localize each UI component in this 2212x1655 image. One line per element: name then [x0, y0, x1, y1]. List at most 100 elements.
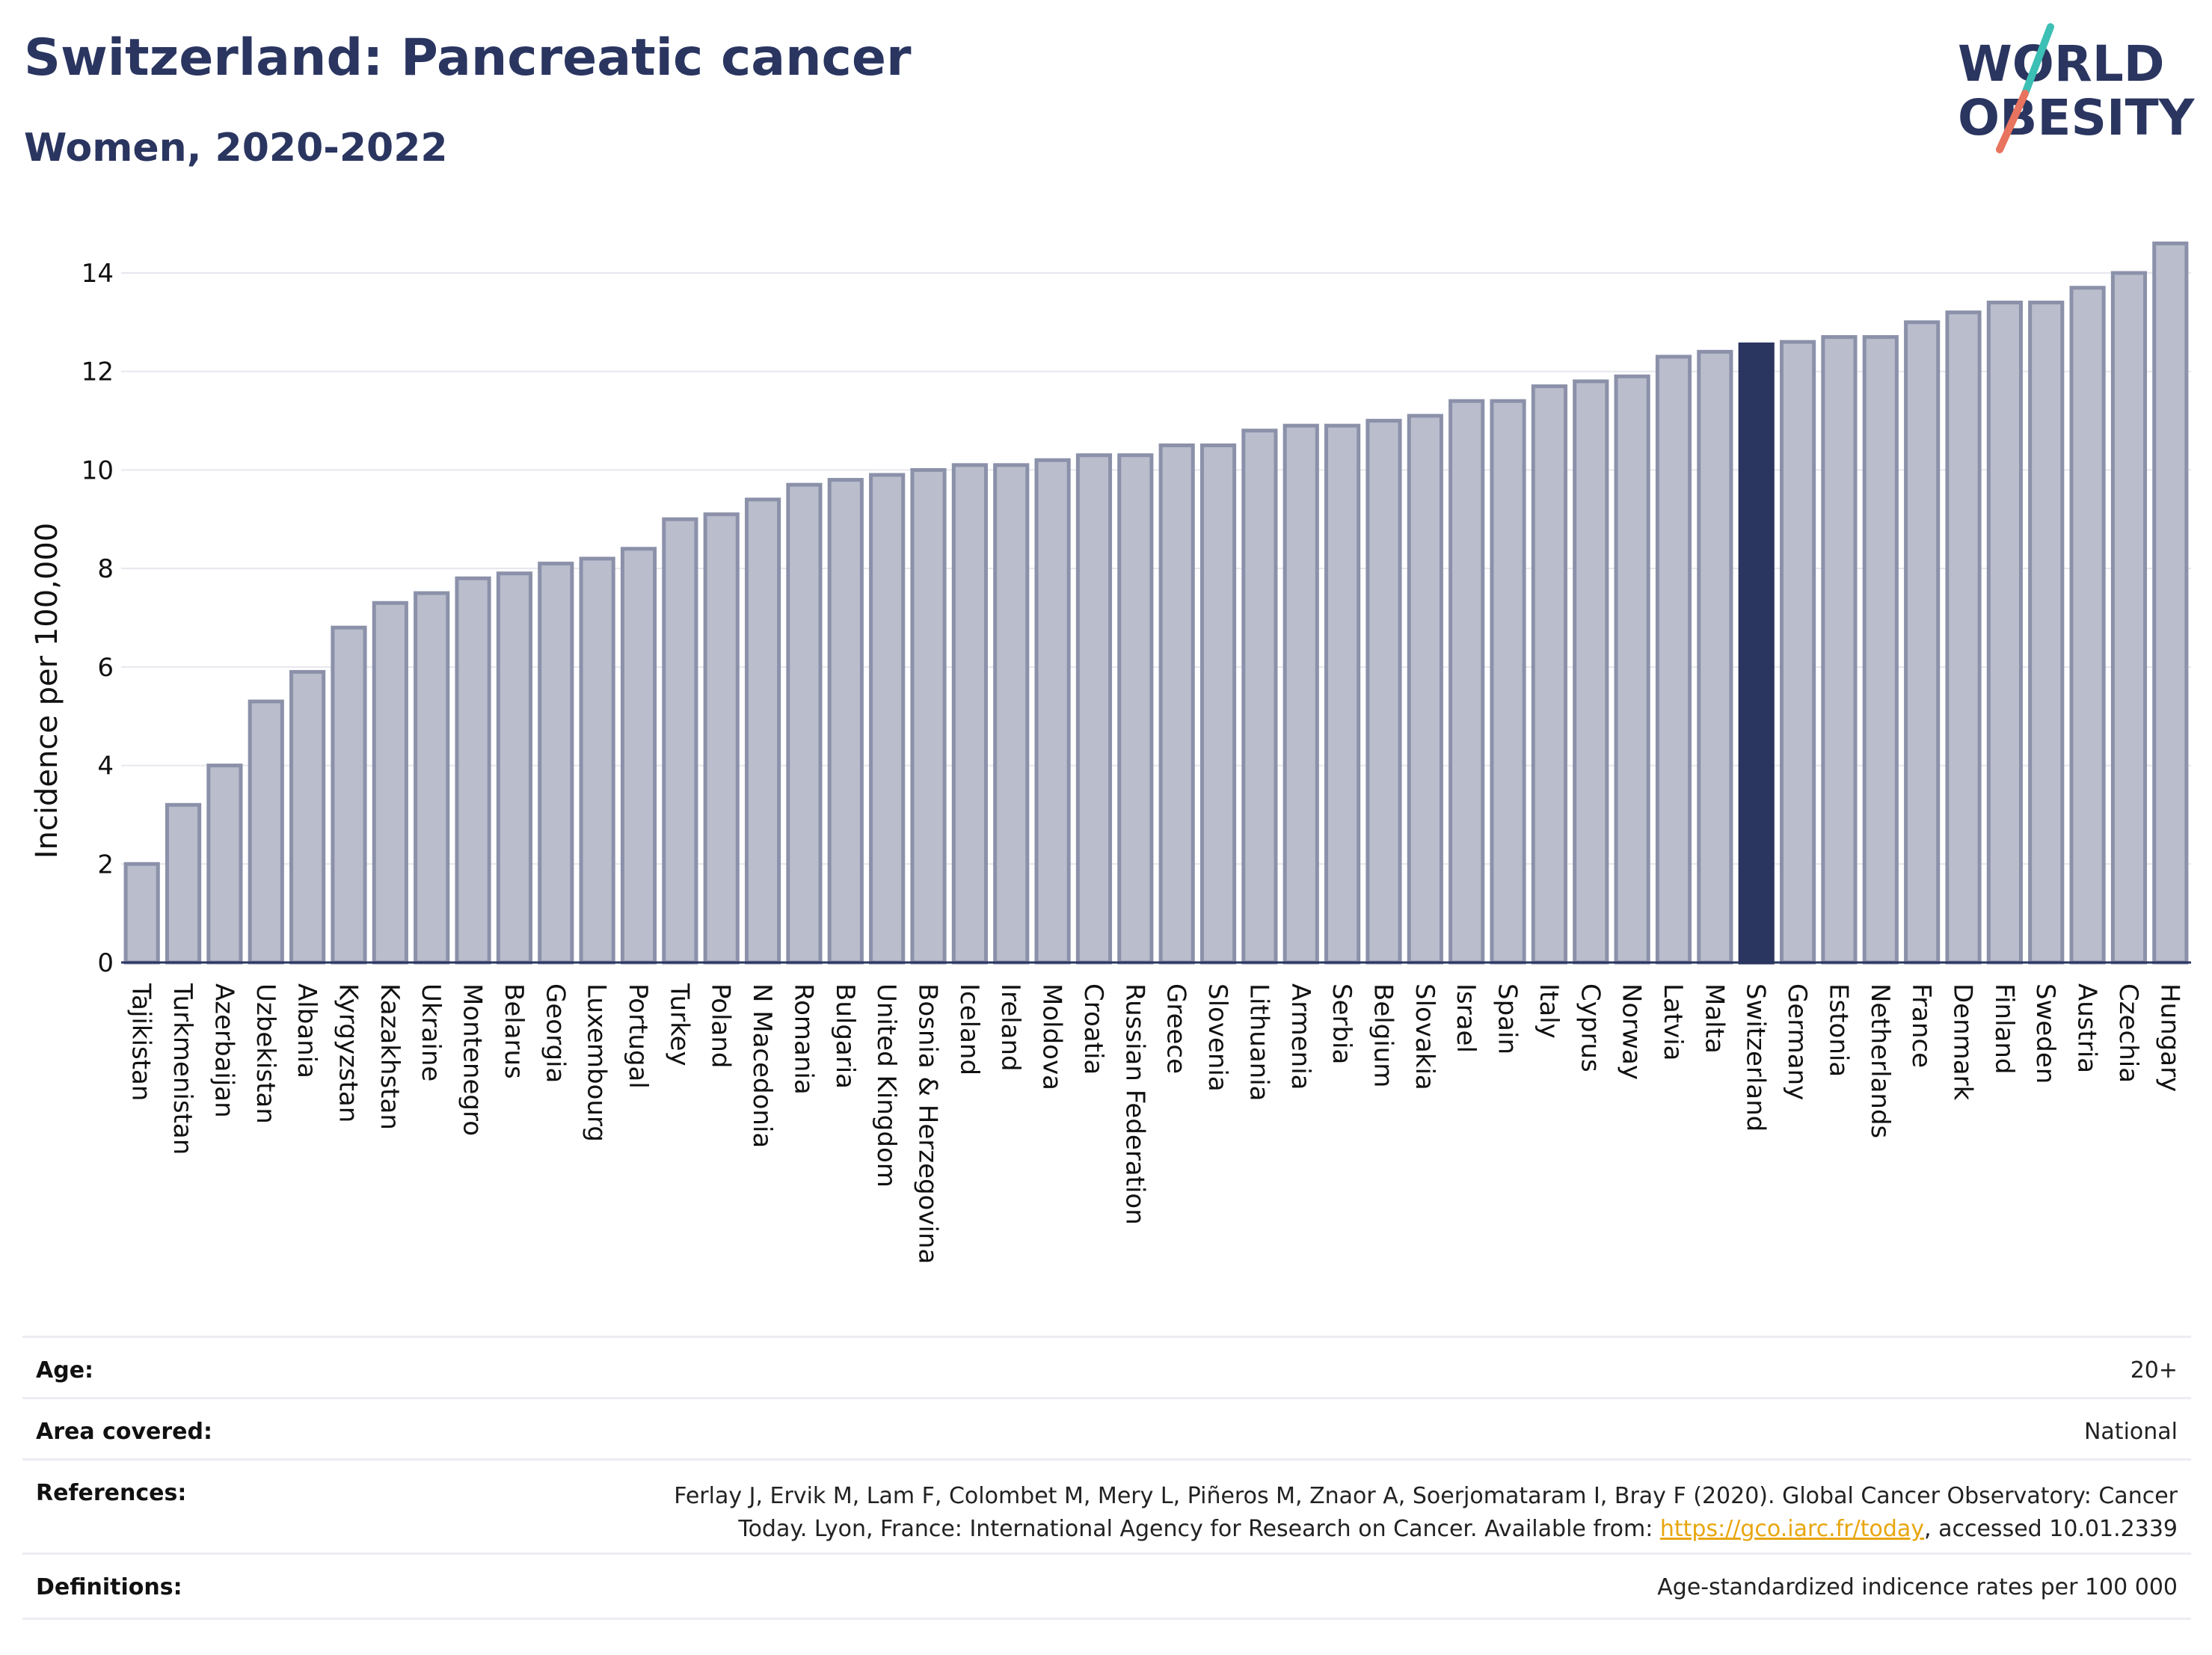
- references-line-2-pre: Today. Lyon, France: International Agenc…: [738, 1516, 1660, 1542]
- x-tick-label: Latvia: [1658, 983, 1688, 1061]
- y-tick-label: 14: [82, 259, 114, 289]
- bar: [910, 467, 947, 965]
- bar: [1282, 423, 1319, 965]
- x-tick-label: Sweden: [2030, 983, 2060, 1084]
- x-tick-label: United Kingdom: [871, 983, 901, 1188]
- meta-row-definitions: Definitions: Age-standardized indicence …: [22, 1553, 2191, 1620]
- bar: [744, 497, 781, 965]
- logo-line1: WORLD: [1958, 35, 2165, 93]
- references-line-2-post: , accessed 10.01.2339: [1924, 1516, 2178, 1542]
- x-tick-label: Slovakia: [1410, 983, 1440, 1090]
- x-tick-label: Croatia: [1078, 983, 1108, 1075]
- bar: [2069, 286, 2106, 965]
- x-tick-label: Denmark: [1948, 983, 1978, 1101]
- x-tick-label: Romania: [788, 983, 818, 1095]
- x-tick-label: Spain: [1493, 983, 1523, 1054]
- bar: [206, 764, 243, 965]
- bar: [1986, 301, 2023, 965]
- x-tick-label: Cyprus: [1575, 983, 1605, 1072]
- x-tick-label: Hungary: [2154, 983, 2184, 1092]
- x-tick-label: France: [1906, 983, 1936, 1068]
- x-tick-label: Poland: [706, 983, 736, 1069]
- x-tick-label: Italy: [1534, 983, 1564, 1039]
- x-tick-label: Czechia: [2113, 983, 2143, 1083]
- bar: [1075, 453, 1113, 965]
- x-tick-label: Belarus: [499, 983, 529, 1079]
- bar: [1324, 423, 1361, 965]
- meta-row-references: References: Ferlay J, Ervik M, Lam F, Co…: [22, 1458, 2191, 1555]
- bar: [1821, 335, 1858, 965]
- bar: [2028, 301, 2065, 965]
- bar: [455, 576, 491, 965]
- y-tick-label: 6: [97, 653, 114, 683]
- x-tick-label: Tajikistan: [126, 983, 156, 1101]
- x-tick-label: Moldova: [1037, 983, 1067, 1090]
- x-tick-label: Azerbaijan: [209, 983, 239, 1118]
- x-tick-label: Luxembourg: [582, 983, 612, 1142]
- bar: [1738, 342, 1775, 965]
- logo-accent-coral: [1996, 90, 2029, 153]
- bar: [1117, 453, 1154, 965]
- area-label: Area covered:: [36, 1419, 212, 1445]
- age-value: 20+: [2130, 1357, 2178, 1384]
- y-tick-label: 12: [82, 357, 114, 387]
- bar: [538, 562, 574, 965]
- bar: [620, 547, 657, 965]
- bar: [1158, 443, 1195, 965]
- y-tick-label: 4: [97, 752, 114, 782]
- definitions-label: Definitions:: [36, 1574, 182, 1600]
- x-tick-label: Greece: [1161, 983, 1191, 1074]
- x-tick-label: Netherlands: [1865, 983, 1895, 1138]
- x-tick-label: Kyrgyzstan: [333, 983, 363, 1123]
- x-tick-label: Norway: [1617, 983, 1647, 1080]
- references-label: References:: [36, 1480, 187, 1506]
- bar: [1945, 310, 1982, 965]
- bar: [248, 699, 284, 965]
- bar: [827, 478, 864, 965]
- x-tick-label: Belgium: [1368, 983, 1398, 1087]
- y-tick-label: 0: [97, 948, 114, 978]
- meta-row-age: Age: 20+: [22, 1336, 2191, 1399]
- x-tick-label: Iceland: [954, 983, 984, 1075]
- world-obesity-logo: WORLD OBESITY: [1958, 23, 2196, 153]
- x-tick-label: Turkey: [664, 983, 694, 1066]
- bar: [1199, 443, 1237, 965]
- bar: [1531, 384, 1568, 965]
- bar: [662, 517, 698, 965]
- x-tick-label: Germany: [1782, 983, 1812, 1100]
- bar: [1655, 354, 1692, 965]
- age-label: Age:: [36, 1357, 94, 1384]
- x-tick-label: Estonia: [1823, 983, 1853, 1077]
- x-tick-label: Israel: [1451, 983, 1481, 1053]
- bar: [1862, 335, 1899, 965]
- x-tick-label: Kazakhstan: [375, 983, 405, 1130]
- y-axis-label: Incidence per 100,000: [30, 523, 64, 859]
- bar: [1365, 419, 1402, 965]
- x-tick-label: Slovenia: [1202, 983, 1232, 1092]
- x-tick-label: Malta: [1699, 983, 1729, 1054]
- bar: [1034, 458, 1071, 965]
- bar: [786, 482, 823, 965]
- x-tick-label: Montenegro: [458, 983, 488, 1136]
- bar: [579, 556, 615, 965]
- bar: [1697, 349, 1733, 965]
- references-link[interactable]: https://gco.iarc.fr/today: [1659, 1516, 1925, 1542]
- x-tick-label: Bulgaria: [830, 983, 860, 1089]
- x-tick-label: Switzerland: [1741, 983, 1771, 1132]
- logo-accent-teal: [2021, 23, 2054, 97]
- bar: [414, 591, 450, 965]
- logo-line2: OBESITY: [1958, 89, 2196, 147]
- bar: [1573, 379, 1609, 965]
- x-tick-label: Uzbekistan: [251, 983, 280, 1124]
- references-line-2: Today. Lyon, France: International Agenc…: [674, 1513, 2178, 1546]
- bar: [1904, 320, 1941, 965]
- bar: [2110, 271, 2148, 965]
- bar: [372, 601, 408, 965]
- x-tick-label: Turkmenistan: [168, 983, 197, 1155]
- bar: [1779, 340, 1816, 965]
- bar: [1490, 399, 1526, 965]
- x-tick-label: Austria: [2072, 983, 2102, 1073]
- references-line-1: Ferlay J, Ervik M, Lam F, Colombet M, Me…: [674, 1483, 2178, 1509]
- y-tick-label: 10: [82, 455, 114, 485]
- x-tick-label: Lithuania: [1244, 983, 1274, 1101]
